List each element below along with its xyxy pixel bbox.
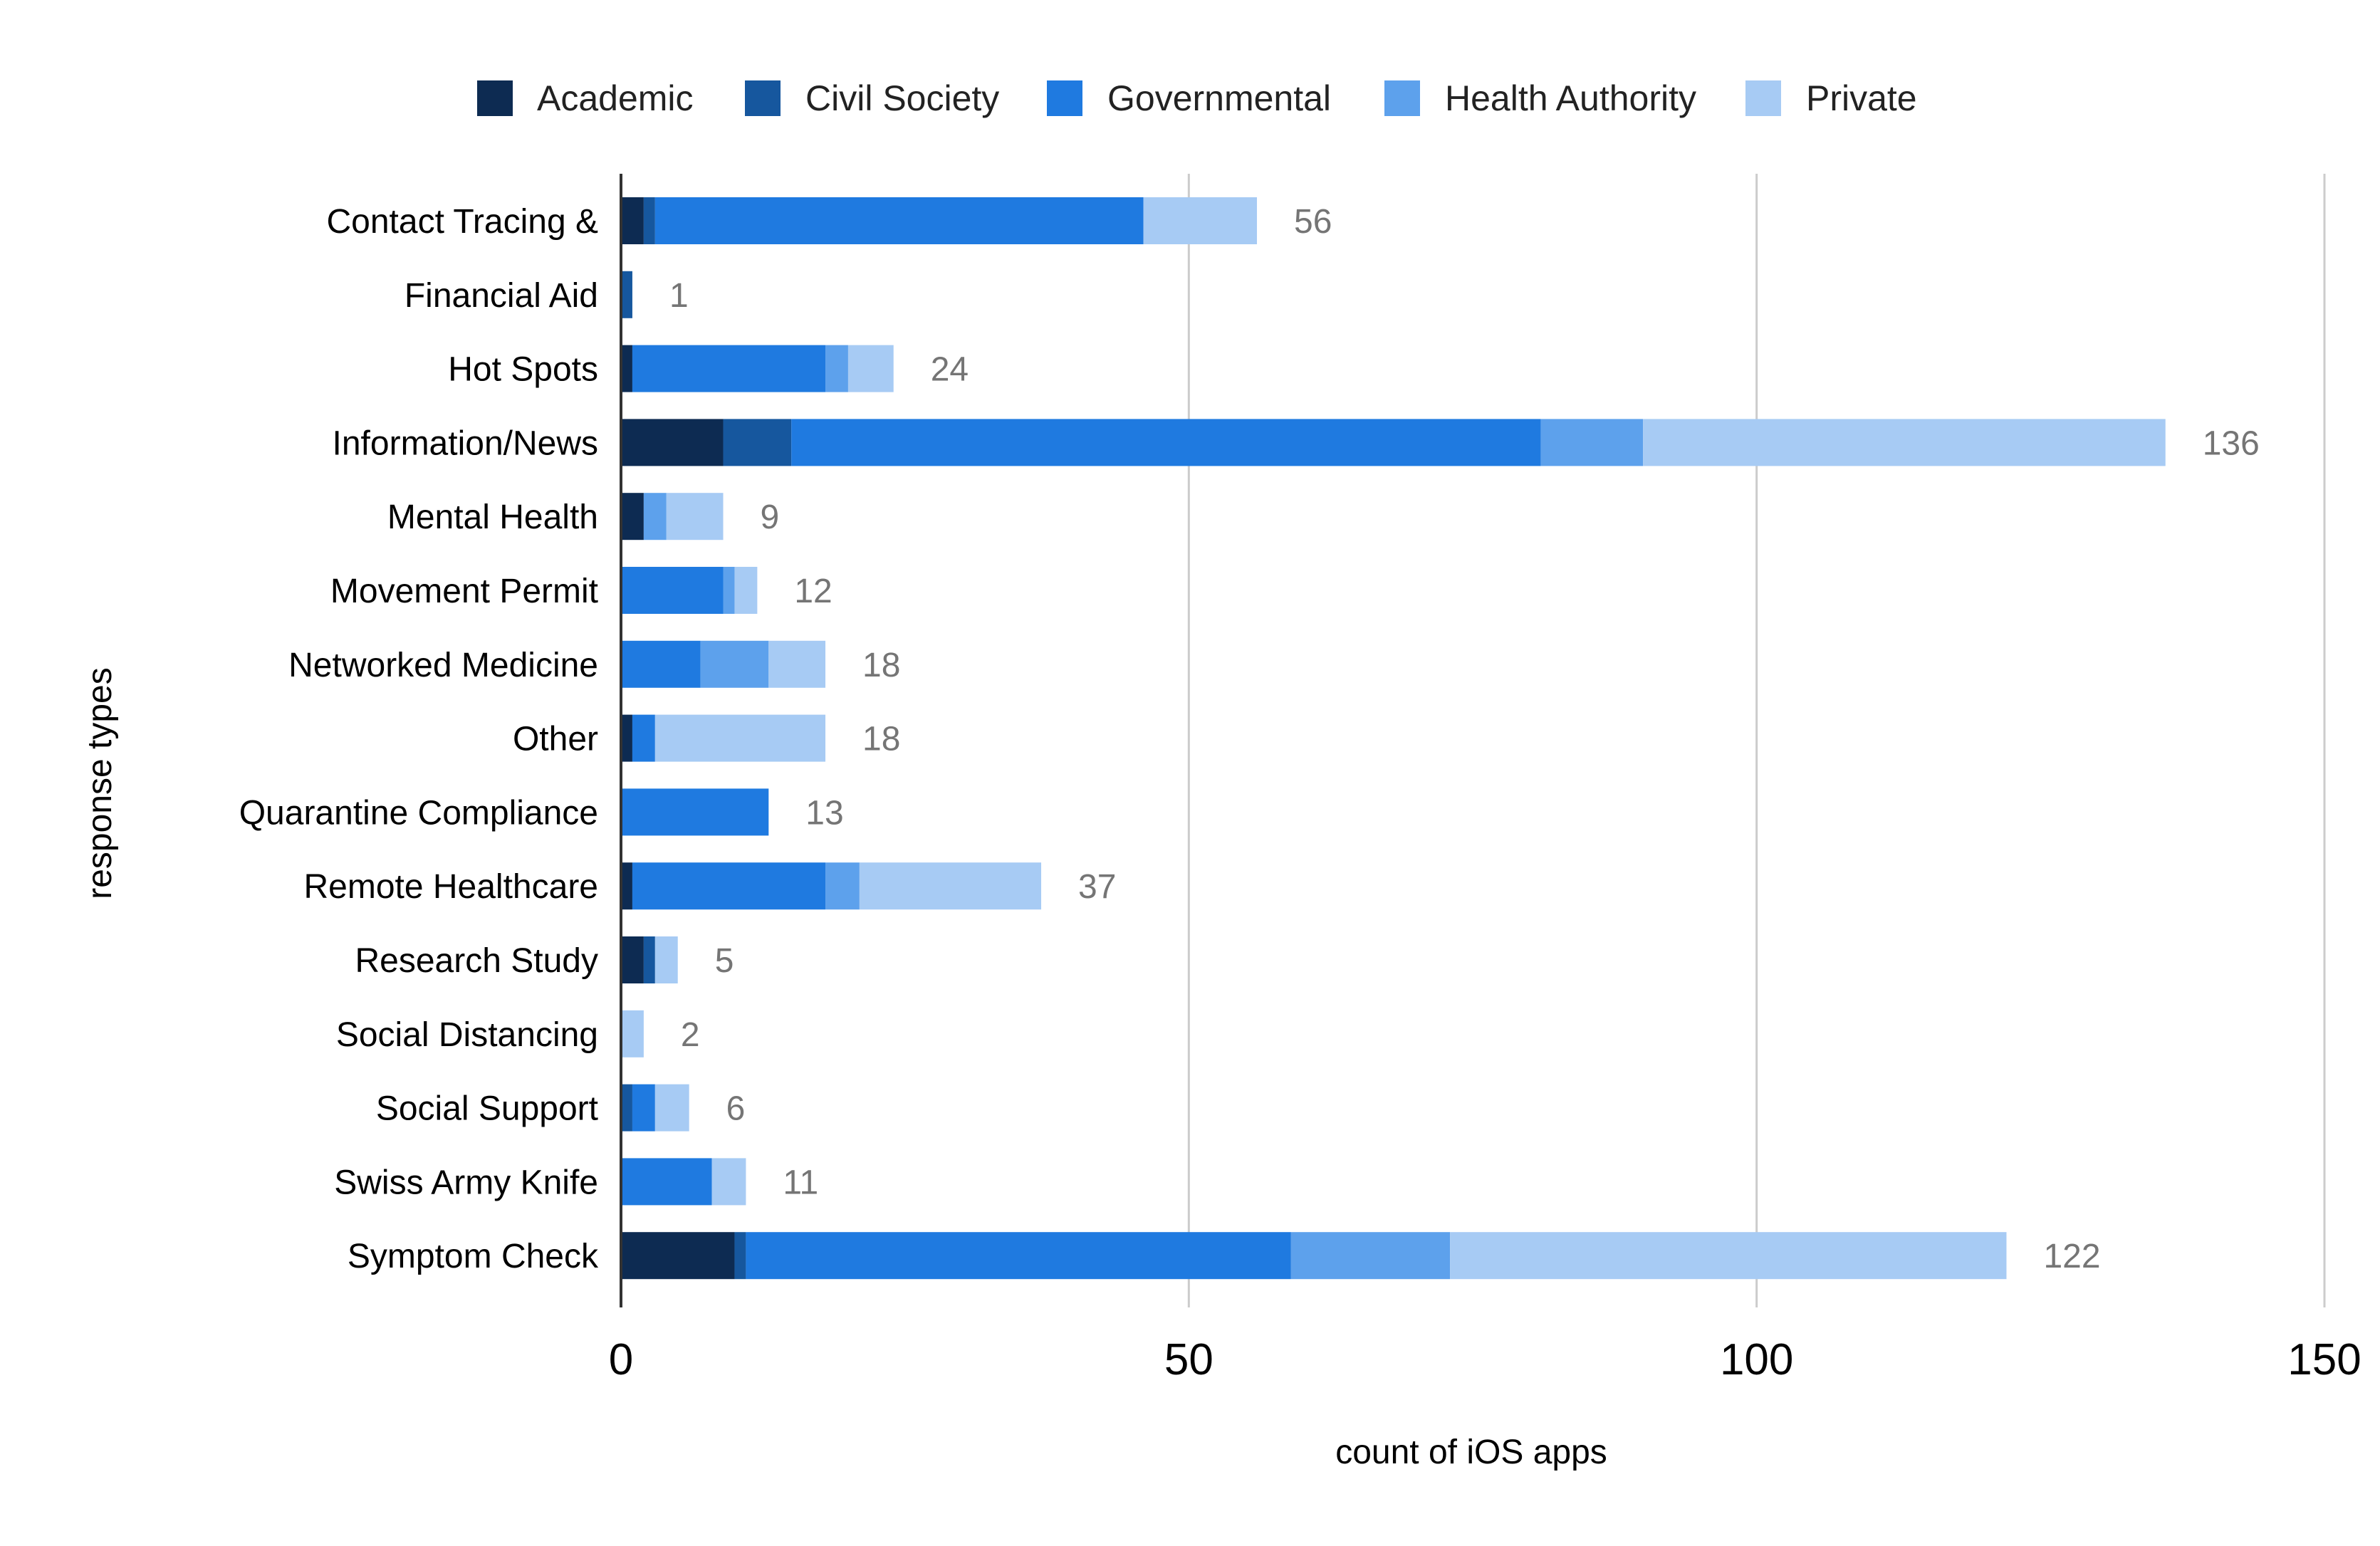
x-axis-title: count of iOS apps: [1335, 1433, 1607, 1471]
legend: Academic Civil Society Governmental Health …: [477, 78, 1917, 118]
total-label: 11: [783, 1164, 818, 1201]
legend-label: Governmental: [1107, 78, 1331, 118]
total-label: 13: [805, 794, 843, 832]
category-label: Remote Healthcare: [303, 868, 598, 906]
category-label: Hot Spots: [448, 351, 598, 389]
bar-segment: [621, 1232, 735, 1280]
bar-segment: [654, 1084, 689, 1132]
x-tick-label: 150: [2287, 1335, 2361, 1384]
legend-swatch: [1745, 80, 1781, 116]
total-label: 56: [1294, 203, 1332, 241]
bar-segment: [723, 567, 735, 614]
category-label: Information/News: [333, 424, 598, 462]
total-label: 37: [1078, 868, 1116, 906]
total-label: 24: [931, 351, 969, 389]
bar-segment: [1540, 419, 1644, 466]
category-label: Social Distancing: [336, 1016, 598, 1054]
bar-segment: [621, 1084, 632, 1132]
total-label: 18: [862, 647, 900, 684]
bar-segment: [666, 493, 724, 540]
legend-label: Health Authority: [1445, 78, 1696, 118]
bar-segment: [621, 345, 632, 392]
legend-swatch: [1384, 80, 1420, 116]
legend-label: Private: [1806, 78, 1917, 118]
bar-segment: [632, 862, 826, 910]
bar-segment: [1143, 197, 1258, 244]
total-label: 1: [669, 277, 689, 315]
bar-segment: [847, 345, 894, 392]
category-label: Contact Tracing &: [326, 203, 598, 241]
y-axis-title: response types: [81, 667, 119, 899]
bar-segment: [632, 345, 826, 392]
gridlines: [1187, 174, 2326, 1307]
category-label: Symptom Check: [348, 1238, 599, 1275]
bars: [621, 197, 2166, 1280]
x-tick-label: 100: [1720, 1335, 1793, 1384]
bar-segment: [1450, 1232, 2007, 1280]
bar-segment: [621, 271, 632, 318]
bar-segment: [654, 197, 1144, 244]
total-label: 2: [681, 1016, 700, 1054]
total-label: 9: [761, 498, 780, 536]
category-label: Financial Aid: [405, 277, 598, 315]
bar-segment: [711, 1158, 746, 1206]
bar-segment: [621, 714, 632, 762]
legend-label: Academic: [537, 78, 694, 118]
bar-segment: [768, 640, 826, 688]
bar-segment: [621, 1158, 712, 1206]
bar-segment: [632, 1084, 655, 1132]
bar-segment: [734, 567, 758, 614]
bar-segment: [1290, 1232, 1451, 1280]
bar-segment: [621, 640, 701, 688]
bar-segment: [825, 862, 860, 910]
legend-swatch: [745, 80, 781, 116]
category-label: Swiss Army Knife: [334, 1164, 598, 1201]
bar-segment: [723, 419, 792, 466]
bar-segment: [791, 419, 1541, 466]
bar-segment: [654, 936, 678, 983]
category-label: Quarantine Compliance: [239, 794, 598, 832]
bar-segment: [643, 936, 655, 983]
bar-segment: [700, 640, 769, 688]
bar-segment: [734, 1232, 746, 1280]
bar-segment: [621, 197, 644, 244]
total-label: 136: [2203, 424, 2260, 462]
bar-segment: [643, 197, 655, 244]
legend-label: Civil Society: [805, 78, 999, 118]
bar-segment: [621, 1010, 644, 1057]
total-label: 5: [715, 942, 734, 980]
bar-segment: [621, 936, 644, 983]
category-label: Movement Permit: [330, 573, 598, 610]
category-label: Research Study: [355, 942, 598, 980]
bar-segment: [621, 567, 724, 614]
x-tick-label: 50: [1164, 1335, 1214, 1384]
category-label: Other: [513, 721, 598, 758]
category-label: Social Support: [376, 1090, 598, 1128]
bar-segment: [621, 419, 724, 466]
bar-segment: [825, 345, 848, 392]
bar-segment: [746, 1232, 1291, 1280]
bar-segment: [654, 714, 826, 762]
bar-segment: [621, 493, 644, 540]
bar-segment: [632, 714, 655, 762]
total-label: 18: [862, 721, 900, 758]
bar-segment: [643, 493, 667, 540]
category-label: Networked Medicine: [288, 647, 598, 684]
bar-segment: [859, 862, 1042, 910]
x-tick-label: 0: [609, 1335, 633, 1384]
bar-segment: [621, 862, 632, 910]
bar-segment: [621, 788, 769, 836]
legend-swatch: [1047, 80, 1082, 116]
total-label: 6: [726, 1090, 746, 1128]
total-label: 12: [794, 573, 832, 610]
bar-segment: [1643, 419, 2166, 466]
category-label: Mental Health: [387, 498, 598, 536]
total-label: 122: [2043, 1238, 2100, 1275]
legend-swatch: [477, 80, 513, 116]
